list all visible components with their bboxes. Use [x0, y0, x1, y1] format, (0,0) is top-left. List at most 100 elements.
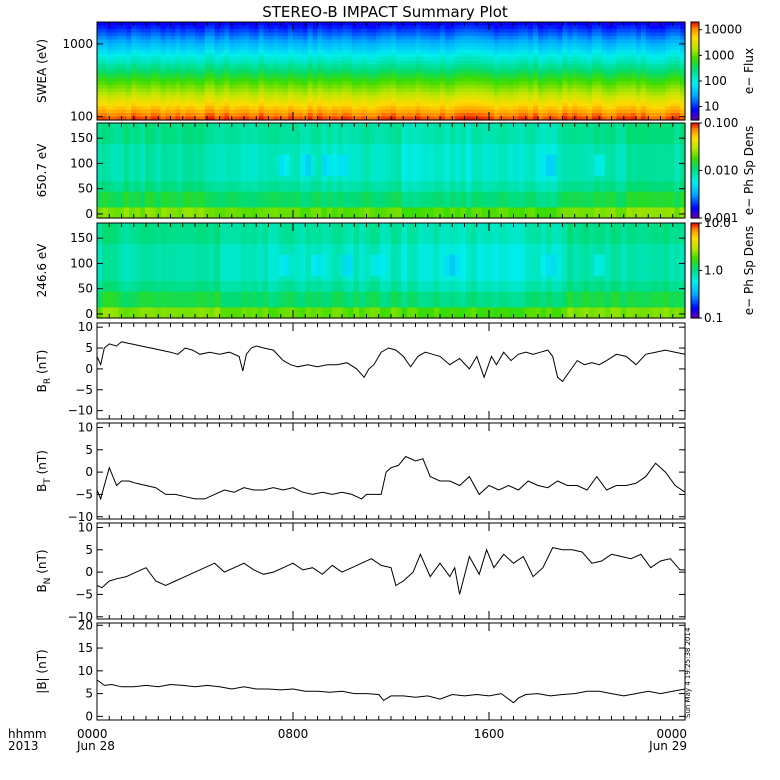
spectrogram-cell — [145, 207, 152, 214]
spectrogram-cell — [293, 53, 299, 58]
spectrogram-cell — [369, 159, 376, 166]
spectrogram-cell — [535, 128, 542, 135]
spectrogram-cell — [199, 50, 206, 55]
spectrogram-cell — [234, 60, 240, 65]
spectrogram-cell — [111, 116, 118, 121]
spectrogram-cell — [459, 22, 466, 27]
spectrogram-cell — [316, 207, 323, 214]
spectrogram-cell — [371, 109, 377, 114]
spectrogram-cell — [116, 32, 123, 37]
spectrogram-cell — [492, 165, 499, 172]
spectrogram-cell — [293, 92, 299, 97]
spectrogram-cell — [386, 88, 392, 93]
spectrogram-cell — [449, 25, 456, 30]
spectrogram-cell — [268, 22, 274, 27]
spectrogram-cell — [423, 128, 430, 135]
spectrogram-cell — [489, 46, 495, 51]
spectrogram-cell — [214, 43, 221, 48]
spectrogram-cell — [244, 106, 250, 111]
spectrogram-cell — [214, 212, 221, 219]
spectrogram-cell — [234, 29, 240, 34]
spectrogram-cell — [160, 46, 167, 51]
spectrogram-cell — [224, 50, 230, 55]
spectrogram-cell — [481, 165, 488, 172]
spectrogram-cell — [660, 116, 666, 121]
spectrogram-cell — [131, 81, 137, 86]
spectrogram-cell — [435, 67, 441, 72]
spectrogram-cell — [557, 92, 564, 97]
spectrogram-cell — [190, 99, 196, 104]
spectrogram-cell — [170, 64, 176, 69]
spectrogram-cell — [175, 60, 181, 65]
spectrogram-cell — [165, 43, 172, 48]
spectrogram-cell — [460, 154, 467, 161]
spectrogram-cell — [160, 106, 167, 111]
spectrogram-cell — [492, 138, 499, 145]
spectrogram-cell — [611, 36, 617, 41]
spectrogram-cell — [332, 85, 338, 90]
spectrogram-cell — [493, 78, 500, 83]
spectrogram-cell — [616, 109, 622, 114]
spectrogram-cell — [284, 149, 291, 156]
spectrogram-cell — [310, 149, 317, 156]
spectrogram-cell — [601, 81, 608, 86]
spectrogram-cell — [369, 149, 376, 156]
spectrogram-cell — [476, 144, 483, 150]
spectrogram-cell — [136, 60, 142, 65]
spectrogram-cell — [587, 57, 593, 62]
spectrogram-cell — [268, 50, 274, 55]
spectrogram-cell — [150, 212, 157, 219]
spectrogram-cell — [332, 92, 338, 97]
spectrogram-cell — [381, 116, 387, 121]
spectrogram-cell — [118, 138, 125, 145]
spectrogram-cell — [263, 88, 270, 93]
spectrogram-cell — [376, 36, 382, 41]
spectrogram-cell — [317, 50, 323, 55]
spectrogram-cell — [106, 39, 113, 44]
spectrogram-cell — [557, 109, 564, 114]
spectrogram-cell — [474, 99, 480, 104]
spectrogram-cell — [175, 25, 181, 30]
spectrogram-cell — [552, 60, 559, 65]
spectrogram-cell — [106, 74, 113, 79]
spectrogram-cell — [175, 102, 181, 107]
spectrogram-cell — [248, 106, 255, 111]
spectrogram-cell — [263, 67, 270, 72]
colorbar-cell — [691, 85, 699, 89]
spectrogram-cell — [198, 186, 205, 193]
spectrogram-cell — [440, 92, 446, 97]
spectrogram-cell — [322, 116, 328, 121]
spectrogram-cell — [278, 46, 284, 51]
spectrogram-cell — [665, 116, 671, 121]
spectrogram-cell — [321, 175, 328, 182]
spectrogram-cell — [616, 116, 622, 121]
spectrogram-cell — [113, 181, 119, 187]
spectrogram-cell — [547, 88, 554, 93]
spectrogram-cell — [493, 99, 500, 104]
spectrogram-cell — [415, 95, 421, 100]
spectrogram-cell — [484, 53, 490, 58]
spectrogram-cell — [542, 99, 549, 104]
spectrogram-cell — [582, 109, 588, 114]
spectrogram-cell — [361, 113, 368, 118]
spectrogram-cell — [258, 22, 265, 27]
spectrogram-cell — [621, 102, 627, 107]
spectrogram-cell — [464, 109, 470, 114]
spectrogram-cell — [187, 144, 194, 150]
colorbar-cell — [691, 58, 699, 62]
spectrogram-cell — [498, 95, 505, 100]
spectrogram-cell — [283, 74, 289, 79]
spectrogram-cell — [214, 29, 221, 34]
spectrogram-cell — [111, 106, 118, 111]
spectrogram-cell — [177, 207, 184, 214]
spectrogram-cell — [476, 154, 483, 161]
spectrogram-cell — [636, 22, 642, 27]
spectrogram-cell — [258, 81, 265, 86]
spectrogram-cell — [165, 95, 172, 100]
spectrogram-cell — [97, 50, 103, 55]
spectrogram-cell — [361, 25, 368, 30]
spectrogram-cell — [136, 64, 142, 69]
spectrogram-cell — [165, 53, 172, 58]
spectrogram-cell — [391, 99, 397, 104]
spectrogram-cell — [351, 85, 358, 90]
